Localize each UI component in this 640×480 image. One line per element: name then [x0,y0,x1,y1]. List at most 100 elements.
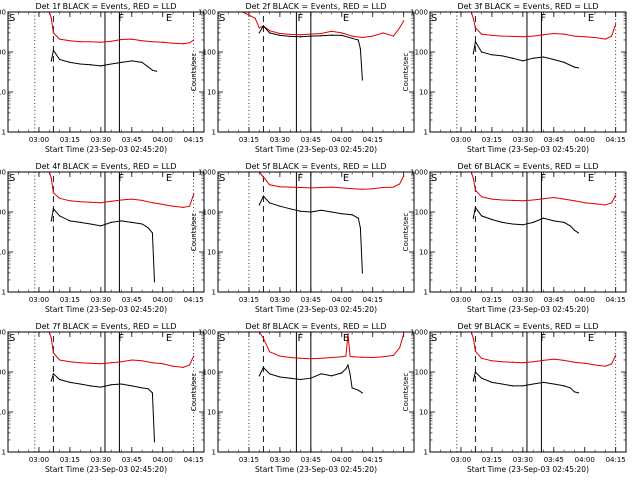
data-point-events [151,232,154,234]
marker-label-s: S [431,333,437,344]
series-line-events [50,372,155,442]
x-tick-label: 04:00 [332,456,352,464]
data-point-lld [398,27,401,29]
plot-frame [7,331,205,453]
data-point-events [341,372,343,374]
data-point-lld [120,361,123,363]
data-point-events [501,55,503,57]
x-tick-label: 03:30 [91,456,111,464]
data-point-events [542,217,545,219]
data-point-lld [372,356,374,359]
x-tick-label: 03:45 [544,456,564,464]
marker-label-e: E [343,333,349,344]
data-point-events [268,32,271,34]
data-point-events [79,63,81,65]
chart-panel-9: Det 9f BLACK = Events, RED = LLD Counts/s… [402,322,627,474]
data-point-events [511,57,514,59]
data-point-lld [52,192,54,194]
data-point-events [310,35,312,37]
data-point-events [289,208,291,210]
marker-label-f: F [118,13,124,24]
data-point-lld [480,357,483,359]
data-point-events [357,389,359,391]
data-point-events [522,60,524,62]
data-point-lld [58,359,61,361]
x-tick-label: 03:30 [270,136,290,144]
data-point-lld [330,186,333,188]
data-point-lld [162,363,164,365]
data-point-events [100,65,102,67]
chart-title: Det 6f BLACK = Events, RED = LLD [457,162,598,171]
data-point-lld [341,32,343,34]
data-point-lld [584,36,586,38]
data-point-lld [268,351,271,353]
data-point-events [474,41,476,43]
data-point-lld [289,33,291,36]
data-point-lld [522,200,524,202]
data-point-events [299,36,302,38]
data-point-events [553,383,555,385]
data-point-lld [542,359,545,361]
data-point-lld [299,357,302,359]
data-point-events [69,61,71,63]
data-point-events [52,49,54,51]
y-tick-label: 10 [0,409,6,417]
y-tick-label: 1 [424,129,428,137]
y-tick-label: 1 [2,289,6,297]
marker-label-f: F [297,333,303,344]
data-point-events [151,392,154,394]
y-axis-label: Counts/sec [190,213,198,252]
data-point-events [120,61,123,63]
x-tick-label: 03:00 [29,456,49,464]
data-point-events [330,34,333,36]
data-point-events [279,34,281,37]
data-point-lld [320,357,322,359]
marker-label-s: S [219,13,225,24]
data-point-lld [258,27,260,29]
chart-panel-5: Det 5f BLACK = Events, RED = LLD Counts/s… [190,162,415,314]
data-point-events [262,366,264,369]
data-point-lld [120,38,123,41]
data-point-events [120,383,123,385]
data-point-lld [151,41,154,43]
data-point-events [349,373,351,375]
data-point-lld [474,27,476,29]
data-point-lld [604,365,606,367]
x-tick-label: 03:00 [451,456,471,464]
y-tick-label: 1 [424,449,428,457]
data-point-lld [341,356,343,358]
data-point-lld [351,35,353,37]
chart-panel-1: Det 1f BLACK = Events, RED = LLD Counts/s… [0,2,205,154]
data-point-events [69,381,71,383]
data-point-events [279,205,281,207]
x-tick-label: 04:00 [332,136,352,144]
chart-title: Det 1f BLACK = Events, RED = LLD [35,2,176,11]
data-point-lld [532,35,534,37]
data-point-events [289,377,291,379]
data-point-lld [279,355,281,357]
data-point-lld [69,40,71,42]
data-point-lld [330,356,333,359]
x-axis-label: Start Time (23-Sep-03 02:45:20) [45,305,167,314]
data-point-lld [141,360,143,362]
data-point-events [351,37,353,39]
data-point-lld [501,35,503,37]
data-point-lld [610,35,613,37]
data-point-lld [182,206,184,209]
x-tick-label: 03:00 [29,136,49,144]
x-tick-label: 03:45 [122,456,142,464]
series-line-events [472,206,579,234]
data-point-lld [131,198,133,200]
y-tick-label: 1 [2,129,6,137]
data-point-events [50,60,52,62]
data-point-lld [279,186,281,188]
data-point-lld [584,202,586,204]
plot-frame [217,11,415,133]
data-point-lld [341,187,343,189]
data-point-lld [594,36,596,39]
data-point-events [141,387,143,389]
data-point-lld [110,200,112,202]
data-point-lld [563,33,565,35]
data-point-lld [511,35,514,38]
data-point-events [573,229,576,231]
